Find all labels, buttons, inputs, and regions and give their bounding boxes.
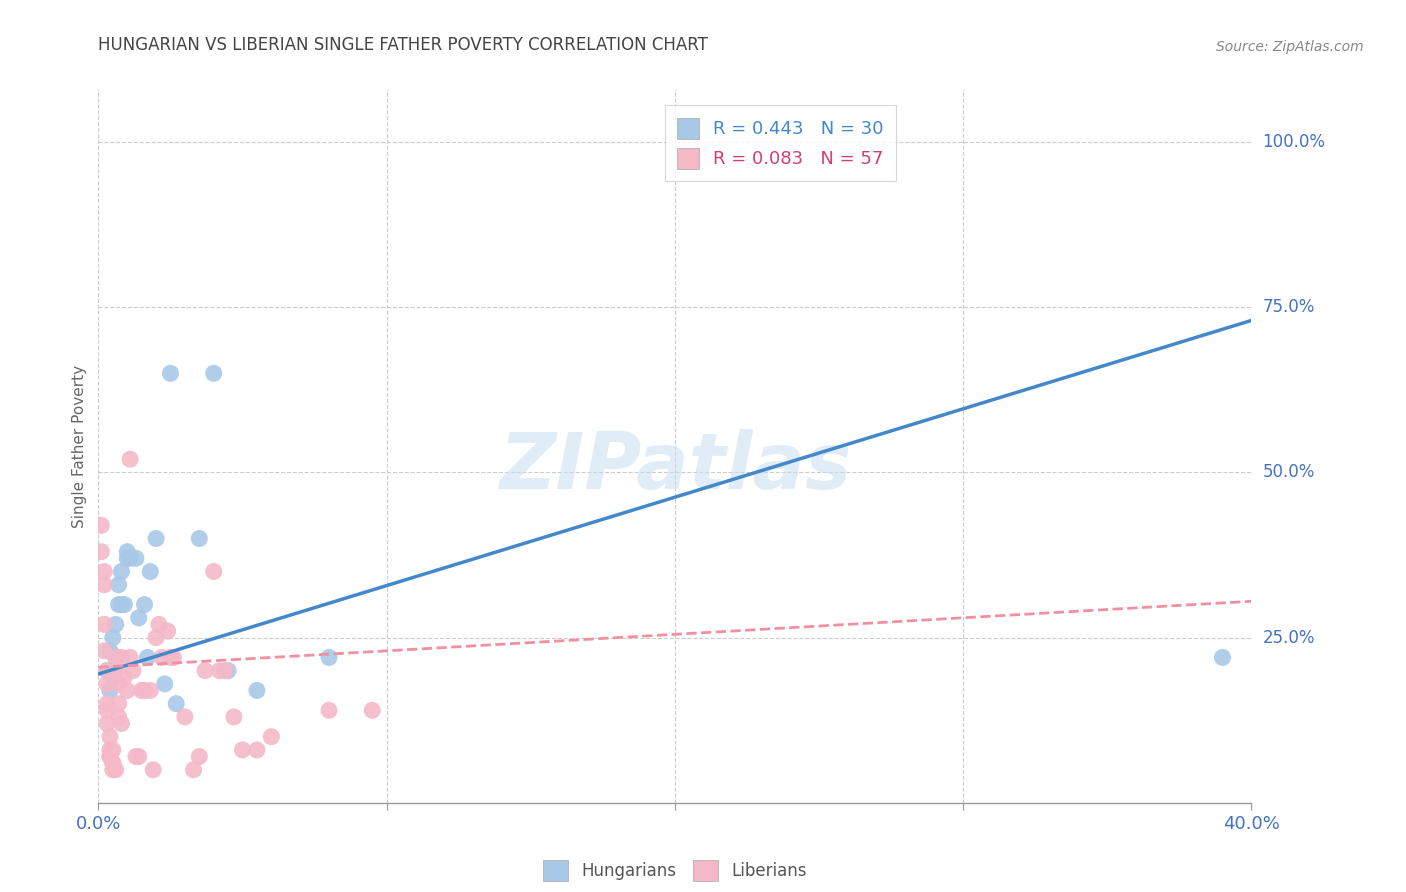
Point [117, 551, 138, 566]
Point [125, 551, 148, 566]
Point [107, 578, 129, 592]
Point [101, 763, 124, 777]
Point [112, 670, 135, 684]
Point [131, 683, 153, 698]
Point [222, 710, 245, 724]
Point [98, 683, 121, 698]
Text: 50.0%: 50.0% [1263, 464, 1315, 482]
Point [101, 670, 124, 684]
Point [101, 631, 124, 645]
Point [107, 677, 129, 691]
Text: 75.0%: 75.0% [1263, 298, 1315, 317]
Text: 100.0%: 100.0% [1263, 133, 1326, 151]
Point [136, 650, 159, 665]
Point [107, 598, 129, 612]
Point [96, 677, 118, 691]
Point [202, 565, 225, 579]
Point [93, 565, 115, 579]
Point [117, 545, 138, 559]
Point [165, 697, 187, 711]
Point [188, 749, 211, 764]
Point [162, 650, 184, 665]
Point [128, 749, 150, 764]
Point [202, 367, 225, 381]
Point [246, 743, 269, 757]
Point [90, 518, 112, 533]
Point [98, 730, 121, 744]
Point [107, 697, 129, 711]
Point [120, 452, 142, 467]
Point [142, 763, 165, 777]
Point [246, 683, 269, 698]
Point [104, 650, 127, 665]
Point [208, 664, 231, 678]
Point [153, 677, 176, 691]
Point [112, 598, 135, 612]
Point [361, 703, 384, 717]
Point [104, 763, 127, 777]
Point [128, 611, 150, 625]
Point [96, 664, 118, 678]
Point [96, 664, 118, 678]
Point [98, 644, 121, 658]
Point [214, 664, 236, 678]
Point [104, 617, 127, 632]
Point [318, 703, 340, 717]
Point [96, 716, 118, 731]
Point [120, 551, 142, 566]
Point [145, 532, 167, 546]
Point [217, 664, 239, 678]
Text: HUNGARIAN VS LIBERIAN SINGLE FATHER POVERTY CORRELATION CHART: HUNGARIAN VS LIBERIAN SINGLE FATHER POVE… [98, 36, 709, 54]
Point [101, 743, 124, 757]
Point [159, 367, 181, 381]
Point [120, 650, 142, 665]
Point [90, 545, 112, 559]
Point [93, 617, 115, 632]
Point [93, 644, 115, 658]
Point [110, 598, 132, 612]
Point [101, 756, 124, 771]
Point [174, 710, 197, 724]
Y-axis label: Single Father Poverty: Single Father Poverty [72, 365, 87, 527]
Point [98, 749, 121, 764]
Text: ZIPatlas: ZIPatlas [499, 429, 851, 506]
Point [104, 664, 127, 678]
Point [96, 697, 118, 711]
Point [231, 743, 254, 757]
Point [139, 683, 162, 698]
Point [260, 730, 283, 744]
Point [148, 617, 170, 632]
Point [125, 749, 148, 764]
Point [318, 650, 340, 665]
Point [159, 650, 181, 665]
Point [134, 683, 156, 698]
Point [104, 650, 127, 665]
Text: Source: ZipAtlas.com: Source: ZipAtlas.com [1216, 39, 1364, 54]
Point [134, 598, 156, 612]
Point [110, 716, 132, 731]
Point [145, 631, 167, 645]
Point [122, 664, 145, 678]
Point [188, 532, 211, 546]
Point [194, 664, 217, 678]
Point [156, 624, 179, 638]
Point [96, 703, 118, 717]
Point [1212, 650, 1234, 665]
Point [150, 650, 173, 665]
Legend: Hungarians, Liberians: Hungarians, Liberians [536, 854, 814, 888]
Point [107, 710, 129, 724]
Point [110, 650, 132, 665]
Point [183, 763, 205, 777]
Text: 25.0%: 25.0% [1263, 629, 1315, 647]
Point [93, 578, 115, 592]
Point [117, 683, 138, 698]
Point [98, 749, 121, 764]
Point [98, 743, 121, 757]
Point [110, 565, 132, 579]
Point [101, 756, 124, 771]
Point [139, 565, 162, 579]
